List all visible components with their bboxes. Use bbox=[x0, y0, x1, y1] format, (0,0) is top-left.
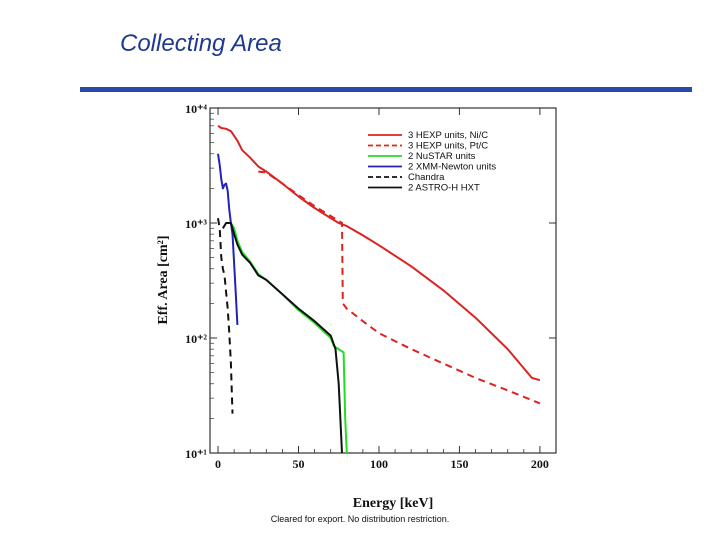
series-line-3 bbox=[217, 153, 239, 325]
effective-area-chart: 0 50 100 150 200 10⁺¹ 10⁺² 10⁺³ 10⁺⁴ 3 HEXP unit… bbox=[156, 102, 557, 511]
series-line-1 bbox=[258, 170, 541, 405]
series-line-5 bbox=[222, 222, 343, 454]
x-tick-label: 0 bbox=[215, 457, 221, 471]
legend-label: 2 ASTRO-H HXT bbox=[408, 183, 480, 194]
legend-label: Chandra bbox=[408, 172, 445, 183]
legend-label: 3 HEXP units, Pt/C bbox=[408, 141, 488, 152]
x-tick-label: 200 bbox=[531, 457, 549, 471]
slide-title: Collecting Area bbox=[120, 30, 282, 57]
plot-frame bbox=[209, 107, 557, 454]
chart-container: 0 50 100 150 200 10⁺¹ 10⁺² 10⁺³ 10⁺⁴ 3 HEXP unit… bbox=[145, 95, 570, 515]
footer-note: Cleared for export. No distribution rest… bbox=[270, 514, 450, 524]
y-tick-label: 10⁺¹ bbox=[185, 447, 207, 461]
legend-label: 2 NuSTAR units bbox=[408, 151, 476, 162]
title-divider bbox=[80, 87, 692, 92]
y-tick-label: 10⁺² bbox=[185, 332, 207, 346]
legend-label: 2 XMM-Newton units bbox=[408, 162, 496, 173]
series-line-0 bbox=[217, 124, 541, 382]
legend-label: 3 HEXP units, Ni/C bbox=[408, 130, 488, 141]
x-tick-label: 50 bbox=[293, 457, 305, 471]
series-line-4 bbox=[217, 218, 234, 414]
y-tick-label: 10⁺³ bbox=[185, 217, 207, 231]
y-axis-label: Eff. Area [cm²] bbox=[156, 235, 171, 324]
x-tick-label: 150 bbox=[450, 457, 468, 471]
y-tick-label: 10⁺⁴ bbox=[185, 102, 207, 116]
x-tick-label: 100 bbox=[370, 457, 388, 471]
x-axis-label: Energy [keV] bbox=[353, 496, 434, 511]
